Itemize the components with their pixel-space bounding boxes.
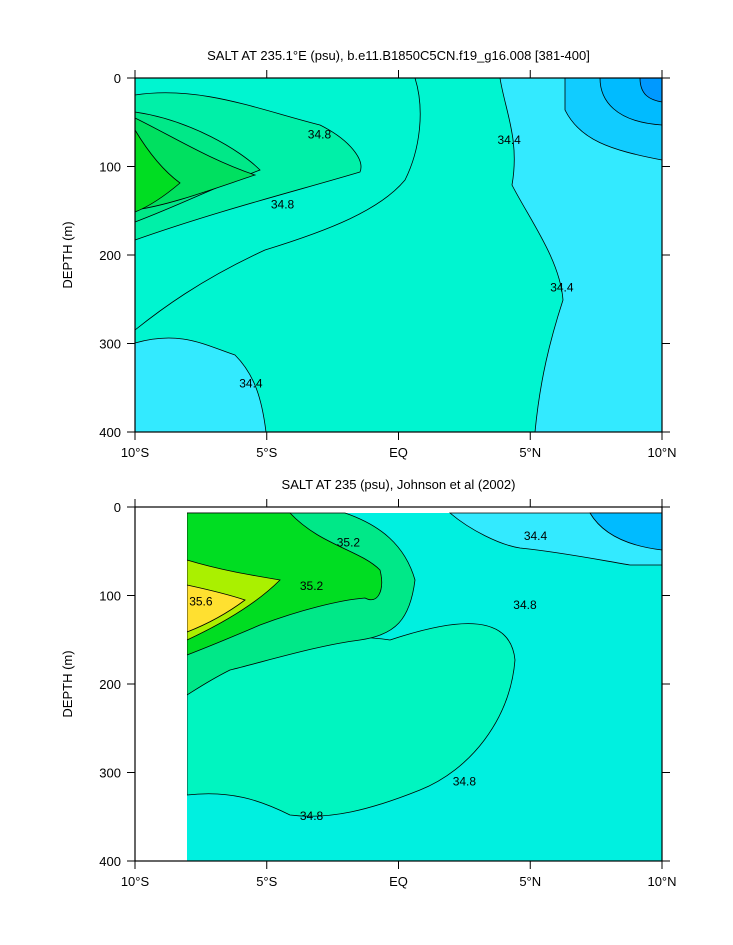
y-tick-label: 100 xyxy=(99,160,121,175)
y-tick-label: 0 xyxy=(114,500,121,515)
x-tick-label: 10°S xyxy=(121,445,150,460)
y-tick-label: 200 xyxy=(99,248,121,263)
x-tick-label: 5°N xyxy=(519,445,541,460)
x-tick-label: 5°S xyxy=(256,874,277,889)
y-tick-label: 300 xyxy=(99,337,121,352)
y-tick-label: 100 xyxy=(99,589,121,604)
contour-label: 34.4 xyxy=(550,281,574,295)
y-tick-label: 400 xyxy=(99,425,121,440)
x-tick-label: 10°S xyxy=(121,874,150,889)
y-tick-label: 300 xyxy=(99,766,121,781)
contour-label: 35.2 xyxy=(300,579,324,593)
contour-label: 34.4 xyxy=(524,529,548,543)
x-tick-label: 5°N xyxy=(519,874,541,889)
contour-label: 34.8 xyxy=(308,128,332,142)
y-axis-label: DEPTH (m) xyxy=(60,650,75,717)
contour-label: 34.8 xyxy=(300,809,324,823)
contour-fill-1 xyxy=(134,77,663,433)
chart-title: SALT AT 235.1°E (psu), b.e11.B1850C5CN.f… xyxy=(207,48,590,63)
contour-label: 35.6 xyxy=(189,595,213,609)
y-tick-label: 0 xyxy=(114,71,121,86)
y-tick-label: 400 xyxy=(99,854,121,869)
x-tick-label: 10°N xyxy=(647,445,676,460)
y-axis-label: DEPTH (m) xyxy=(60,221,75,288)
x-tick-label: 10°N xyxy=(647,874,676,889)
contour-label: 34.8 xyxy=(513,598,537,612)
x-tick-label: EQ xyxy=(389,874,408,889)
no-data xyxy=(135,507,187,861)
x-tick-label: 5°S xyxy=(256,445,277,460)
contour-label: 35.2 xyxy=(337,535,361,549)
contour-label: 34.4 xyxy=(497,133,521,147)
contour-fill-2 xyxy=(186,512,663,861)
chart-title: SALT AT 235 (psu), Johnson et al (2002) xyxy=(282,477,516,492)
x-tick-label: EQ xyxy=(389,445,408,460)
y-tick-label: 200 xyxy=(99,677,121,692)
contour-label: 34.8 xyxy=(271,198,295,212)
contour-label: 34.8 xyxy=(453,774,477,788)
contour-label: 34.4 xyxy=(239,376,263,390)
